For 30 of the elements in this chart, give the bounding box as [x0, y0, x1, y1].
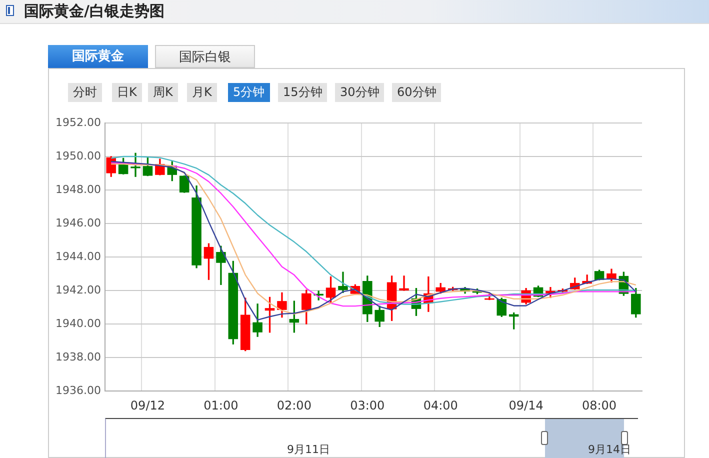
- text: 5分钟: [228, 83, 270, 102]
- text: 15分钟: [278, 83, 328, 102]
- y-tick-label: 1936.00: [56, 384, 101, 397]
- y-tick-label: 1946.00: [56, 216, 101, 230]
- text: 月K: [187, 83, 217, 102]
- text: 9月14日: [588, 442, 631, 457]
- x-tick-label: 09/14: [508, 398, 544, 412]
- x-tick-label: 09/12: [130, 398, 166, 412]
- y-tick-label: 1952.00: [56, 116, 101, 129]
- x-tick-label: 08:00: [582, 398, 617, 412]
- text: 国际白银: [155, 45, 255, 68]
- text: 日K: [112, 83, 142, 102]
- x-tick-label: 01:00: [204, 398, 238, 412]
- text: 60分钟: [392, 83, 442, 102]
- text: 国际黄金: [48, 45, 148, 68]
- text: 9月11日: [287, 442, 330, 457]
- y-tick-label: 1950.00: [56, 149, 101, 162]
- text: 30分钟: [335, 83, 384, 102]
- y-tick-label: 1938.00: [56, 350, 101, 364]
- chart-title: 国际黄金/白银走势图: [24, 2, 164, 20]
- text: 分时: [68, 83, 102, 102]
- x-tick-label: 03:00: [350, 398, 385, 412]
- y-tick-label: 1940.00: [56, 316, 101, 330]
- y-tick-label: 1948.00: [56, 182, 101, 196]
- x-tick-label: 02:00: [276, 398, 312, 412]
- text: 周K: [148, 83, 178, 102]
- candlestick: [399, 276, 409, 291]
- y-tick-label: 1944.00: [56, 250, 101, 263]
- y-tick-label: 1942.00: [56, 283, 101, 296]
- x-tick-label: 04:00: [423, 398, 458, 412]
